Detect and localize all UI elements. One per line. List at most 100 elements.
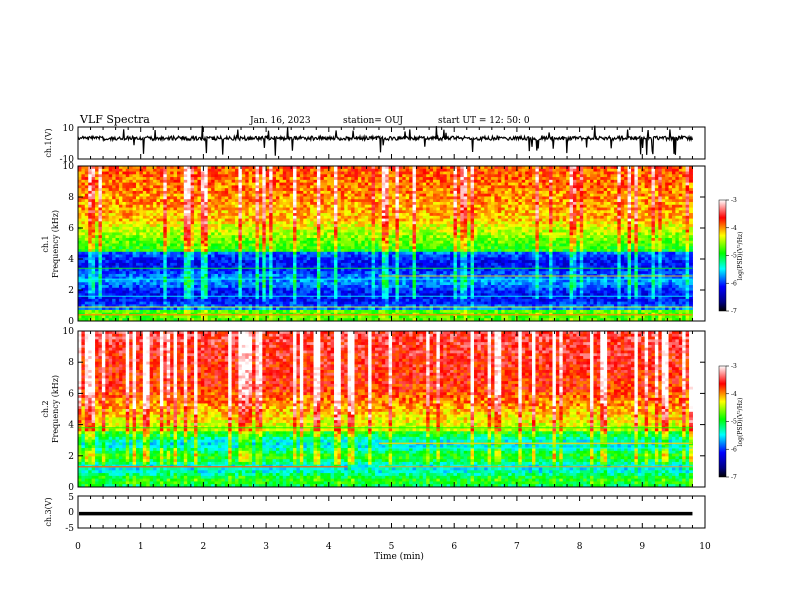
- spectrogram-cell: [118, 285, 123, 289]
- spectrogram-cell: [224, 293, 229, 297]
- spectrogram-cell: [177, 251, 181, 256]
- spectrogram-cell: [118, 246, 123, 250]
- spectrogram-cell: [78, 246, 82, 250]
- spectrogram-cell: [98, 293, 103, 297]
- spectrogram-cell: [108, 240, 113, 244]
- spectrogram-cell: [88, 232, 93, 236]
- spectrogram-cell: [231, 287, 236, 292]
- spectrogram-cell: [88, 213, 93, 217]
- spectrogram-cell: [194, 215, 198, 220]
- spectrogram-cell: [108, 224, 113, 228]
- spectrogram-cell: [245, 237, 250, 242]
- spectrogram-cell: [180, 287, 185, 292]
- spectrogram-cell: [156, 193, 161, 197]
- spectrogram-cell: [269, 229, 274, 233]
- spectrogram-cell: [84, 279, 89, 283]
- spectrogram-cell: [170, 271, 175, 275]
- spectrogram-cell: [101, 273, 106, 278]
- spectrogram-cell: [153, 293, 158, 297]
- spectrogram-cell: [282, 257, 287, 261]
- spectrogram-cell: [183, 237, 188, 242]
- spectrogram-cell: [245, 287, 250, 292]
- spectrogram-cell: [101, 257, 106, 261]
- spectrogram-cell: [142, 215, 147, 220]
- spectrogram-cell: [272, 190, 277, 195]
- spectrogram-cell: [78, 307, 82, 311]
- spectrogram-cell: [156, 210, 161, 214]
- spectrogram-cell: [245, 271, 250, 275]
- spectrogram-cell: [272, 215, 277, 220]
- spectrogram-cell: [207, 204, 212, 209]
- spectrogram-cell: [217, 174, 222, 178]
- spectrogram-cell: [207, 249, 212, 253]
- spectrogram-cell: [122, 273, 127, 278]
- spectrogram-cell: [224, 218, 229, 222]
- spectrogram-cell: [190, 273, 195, 278]
- spectrogram-cell: [142, 226, 147, 231]
- spectrogram-cell: [166, 304, 171, 308]
- spectrogram-cell: [163, 213, 168, 217]
- spectrogram-cell: [228, 251, 233, 256]
- spectrogram-cell: [159, 287, 164, 292]
- spectrogram-cell: [105, 243, 110, 247]
- spectrogram-cell: [163, 177, 168, 181]
- spectrogram-cell: [252, 251, 257, 256]
- spectrogram-cell: [211, 304, 216, 308]
- spectrogram-cell: [146, 171, 151, 175]
- spectrogram-cell: [149, 199, 154, 203]
- spectrogram-cell: [187, 196, 192, 200]
- spectrogram-cell: [153, 296, 158, 300]
- spectrogram-cell: [241, 201, 246, 206]
- spectrogram-cell: [91, 318, 96, 322]
- spectrogram-cell: [238, 276, 243, 280]
- spectrogram-cell: [200, 257, 205, 261]
- spectrogram-cell: [142, 237, 147, 242]
- spectrogram-cell: [180, 221, 185, 225]
- spectrogram-cell: [129, 237, 134, 242]
- spectrogram-cell: [214, 243, 219, 247]
- spectrogram-cell: [112, 218, 117, 222]
- spectrogram-cell: [78, 265, 82, 269]
- spectrogram-cell: [136, 207, 140, 211]
- spectrogram-cell: [197, 201, 202, 206]
- spectrogram-cell: [221, 254, 226, 258]
- spectrogram-cell: [118, 177, 123, 181]
- spectrogram-cell: [166, 260, 171, 264]
- spectrogram-cell: [84, 268, 89, 272]
- spectrogram-cell: [112, 273, 117, 278]
- spectrogram-cell: [98, 174, 103, 178]
- spectrogram-cell: [105, 265, 110, 269]
- spectrogram-cell: [272, 193, 277, 197]
- spectrogram-cell: [200, 213, 205, 217]
- spectrogram-cell: [211, 262, 216, 267]
- spectrogram-cell: [255, 213, 260, 217]
- spectrogram-cell: [153, 171, 158, 175]
- spectrogram-cell: [139, 226, 144, 231]
- spectrogram-cell: [231, 237, 236, 242]
- spectrogram-cell: [115, 174, 120, 178]
- spectrogram-cell: [238, 290, 243, 294]
- spectrogram-cell: [163, 265, 168, 269]
- spectrogram-cell: [78, 188, 82, 192]
- spectrogram-cell: [197, 166, 202, 170]
- spectrogram-cell: [272, 282, 277, 286]
- spectrogram-cell: [91, 265, 96, 269]
- spectrogram-cell: [84, 282, 89, 286]
- spectrogram-cell: [224, 304, 229, 308]
- spectrogram-cell: [248, 174, 253, 178]
- spectrogram-cell: [153, 224, 158, 228]
- spectrogram-cell: [275, 285, 280, 289]
- spectrogram-cell: [122, 254, 127, 258]
- figure-title: VLF Spectra: [79, 113, 150, 126]
- spectrogram-cell: [98, 296, 103, 300]
- spectrogram-cell: [84, 318, 89, 322]
- spectrogram-cell: [170, 287, 175, 292]
- spectrogram-cell: [183, 315, 188, 319]
- spectrogram-cell: [183, 301, 188, 305]
- spectrogram-cell: [180, 251, 185, 256]
- spectrogram-cell: [122, 268, 127, 272]
- spectrogram-cell: [200, 307, 205, 311]
- spectrogram-cell: [81, 268, 86, 272]
- spectrogram-cell: [132, 257, 137, 261]
- spectrogram-cell: [163, 237, 168, 242]
